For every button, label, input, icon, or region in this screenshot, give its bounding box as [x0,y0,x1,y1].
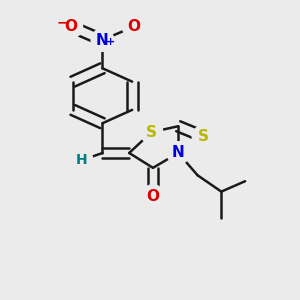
Text: H: H [76,153,88,167]
Circle shape [70,149,93,172]
Text: O: O [65,19,78,34]
Circle shape [91,29,114,51]
Circle shape [167,142,190,164]
Text: S: S [146,125,157,140]
Circle shape [142,185,164,207]
Circle shape [60,15,82,38]
Text: O: O [146,189,160,204]
Text: −: − [56,15,68,29]
Circle shape [122,15,145,38]
Circle shape [140,121,163,143]
Circle shape [192,125,215,148]
Text: O: O [127,19,140,34]
Text: N: N [172,146,184,160]
Text: S: S [198,129,209,144]
Text: +: + [106,38,116,47]
Text: N: N [96,32,109,47]
